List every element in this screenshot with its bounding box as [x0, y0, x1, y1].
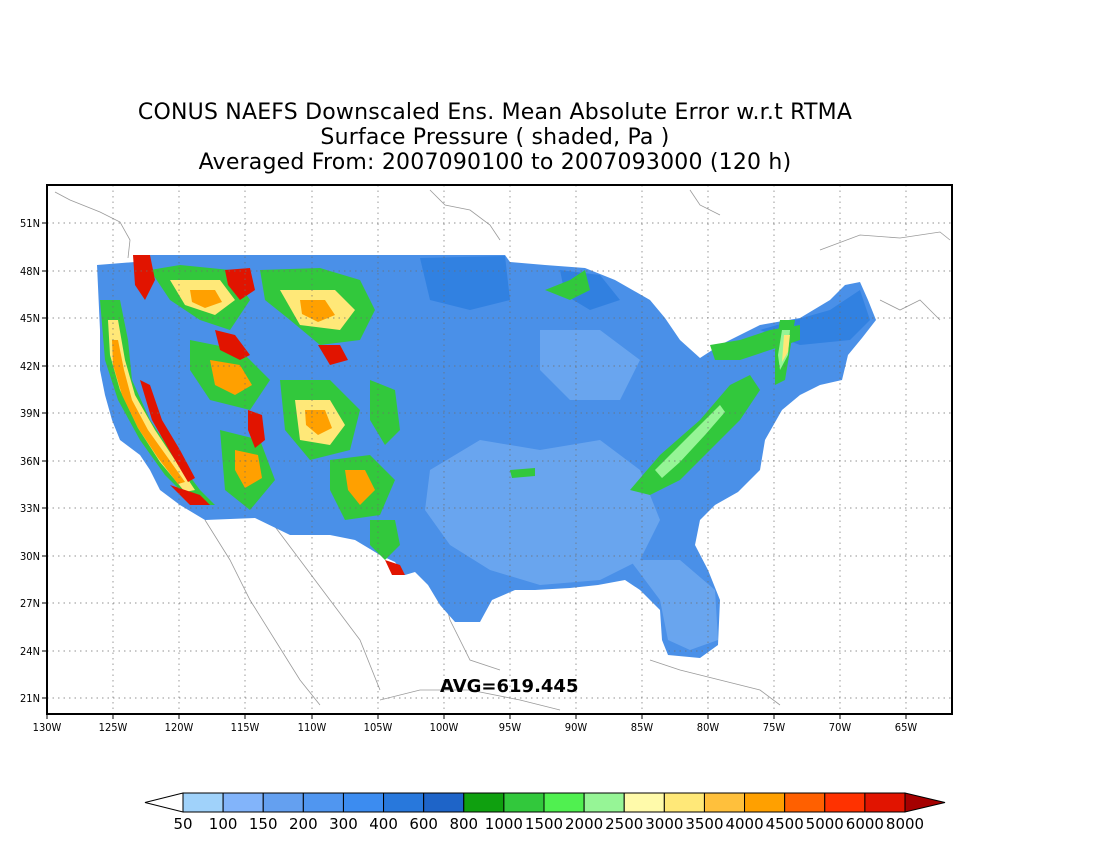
lon-tick-label: 85W [631, 721, 654, 734]
colorbar-box [864, 792, 906, 813]
colorbar-label: 4000 [725, 815, 763, 833]
lat-tick-label: 39N [20, 407, 40, 420]
colorbar-box [824, 792, 866, 813]
map-frame [46, 184, 953, 715]
colorbar-box [784, 792, 826, 813]
colorbar-box [262, 792, 304, 813]
colorbar-box [503, 792, 545, 813]
lon-tick-label: 130W [33, 721, 62, 734]
lat-tick-label: 30N [20, 550, 40, 563]
colorbar-label: 800 [449, 815, 478, 833]
lon-tick-label: 75W [763, 721, 786, 734]
average-value-label: AVG=619.445 [440, 676, 579, 697]
colorbar-label: 3500 [685, 815, 723, 833]
colorbar-label: 1000 [485, 815, 523, 833]
west-orange-band [112, 290, 375, 505]
lon-tick-label: 65W [895, 721, 918, 734]
colorbar-over-triangle [904, 792, 946, 813]
colorbar-label: 4500 [766, 815, 804, 833]
colorbar-box [342, 792, 385, 813]
lon-tick-label: 90W [565, 721, 588, 734]
colorbar-box [463, 792, 505, 813]
colorbar-box [543, 792, 585, 813]
lat-tick-label: 45N [20, 312, 40, 325]
coastlines [54, 189, 951, 711]
colorbar-label: 150 [249, 815, 278, 833]
east-yellow [782, 335, 790, 362]
title-line-1: CONUS NAEFS Downscaled Ens. Mean Absolut… [137, 100, 853, 125]
lat-tick-label: 21N [20, 692, 40, 705]
lon-tick-label: 80W [697, 721, 720, 734]
colorbar-box [703, 792, 746, 813]
lon-tick-label: 120W [165, 721, 194, 734]
colorbar-box [222, 792, 264, 813]
lon-tick-label: 70W [829, 721, 852, 734]
colorbar-label: 400 [369, 815, 398, 833]
lat-tick-label: 33N [20, 502, 40, 515]
colorbar-box [423, 792, 465, 813]
light-patches [425, 330, 718, 650]
lat-tick-label: 27N [20, 597, 40, 610]
lat-axis: 51N 48N 45N 42N 39N 36N 33N 30N 27N 24N … [20, 217, 47, 705]
colorbar-box [663, 792, 705, 813]
colorbar-box [583, 792, 625, 813]
colorbar-box [744, 792, 786, 813]
west-red-band [133, 255, 405, 575]
colorbar-label: 8000 [886, 815, 924, 833]
lon-tick-label: 110W [298, 721, 327, 734]
lat-tick-label: 48N [20, 265, 40, 278]
west-green-band [100, 265, 400, 560]
colorbar-label: 2500 [605, 815, 643, 833]
map-panel [47, 185, 952, 714]
lat-tick-label: 36N [20, 455, 40, 468]
colorbar-label: 5000 [806, 815, 844, 833]
colorbar-label: 600 [409, 815, 438, 833]
colorbar-box [623, 792, 665, 813]
colorbar-under-triangle [144, 792, 184, 813]
colorbar-label: 200 [289, 815, 318, 833]
colorbar: 50 100 150 200 300 400 600 800 1000 1500 2000 2500 3… [144, 792, 946, 833]
colorbar-box [383, 792, 425, 813]
colorbar-box [302, 792, 344, 813]
lat-tick-label: 24N [20, 645, 40, 658]
colorbar-label: 1500 [525, 815, 563, 833]
colorbar-box [182, 792, 224, 813]
grid-lines [47, 185, 952, 714]
title-line-2: Surface Pressure ( shaded, Pa ) [320, 125, 670, 150]
title-line-3: Averaged From: 2007090100 to 2007093000 … [198, 150, 792, 175]
lon-tick-label: 105W [364, 721, 393, 734]
lat-tick-label: 51N [20, 217, 40, 230]
lon-axis: 130W 125W 120W 115W 110W 105W 100W 95W 9… [33, 714, 918, 734]
colorbar-label: 50 [173, 815, 192, 833]
colorbar-label: 300 [329, 815, 358, 833]
title-block: CONUS NAEFS Downscaled Ens. Mean Absolut… [0, 100, 990, 175]
lon-tick-label: 125W [99, 721, 128, 734]
colorbar-label: 100 [209, 815, 238, 833]
colorbar-label: 2000 [565, 815, 603, 833]
lon-tick-label: 100W [430, 721, 459, 734]
lon-tick-label: 95W [499, 721, 522, 734]
colorbar-label: 6000 [846, 815, 884, 833]
lat-tick-label: 42N [20, 360, 40, 373]
lon-tick-label: 115W [231, 721, 260, 734]
colorbar-label: 3000 [645, 815, 683, 833]
